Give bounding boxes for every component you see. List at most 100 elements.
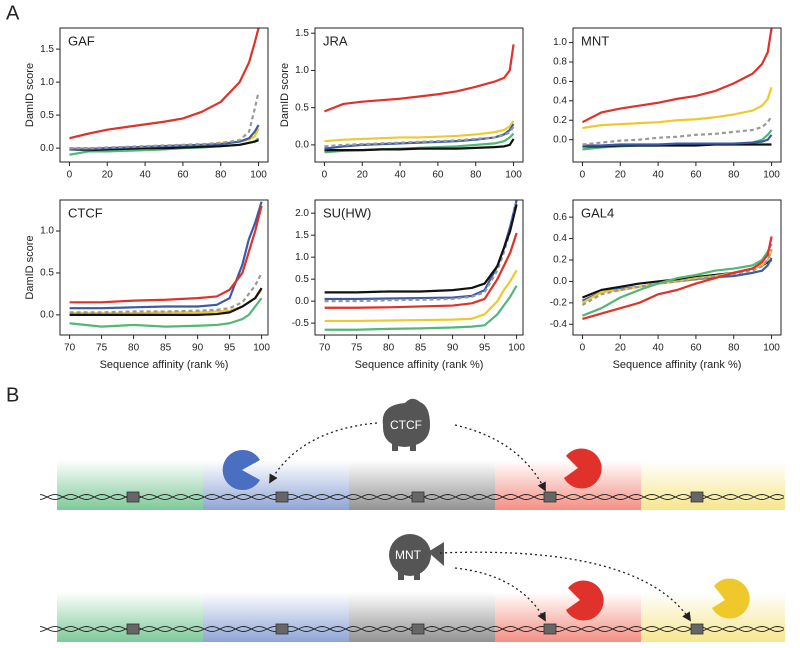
y-tick-label: -0.4 xyxy=(550,319,568,330)
series-line xyxy=(69,201,263,310)
diagram: CTCF MNT xyxy=(39,398,785,642)
protein-icon xyxy=(566,580,604,621)
x-axis-label: Sequence affinity (rank %) xyxy=(355,359,484,371)
binding-site xyxy=(690,623,704,635)
series-line xyxy=(582,115,773,146)
plot-frame xyxy=(572,199,782,336)
y-tick-label: 1.5 xyxy=(295,230,309,241)
x-tick-label: 40 xyxy=(140,170,152,181)
y-axis-label: DamID score xyxy=(24,235,36,299)
y-tick-label: 0.2 xyxy=(553,115,567,126)
series-line xyxy=(69,297,263,328)
arrows xyxy=(269,422,692,622)
y-tick-label: 1.5 xyxy=(295,28,309,39)
series-line xyxy=(581,250,773,304)
y-tick-label: 0.8 xyxy=(553,57,567,68)
plot-lines xyxy=(581,236,773,320)
y-tick-label: 0.4 xyxy=(553,95,567,106)
x-tick-label: 40 xyxy=(653,343,665,354)
y-tick-label: -0.2 xyxy=(550,297,568,308)
y-tick-label: 0.5 xyxy=(295,274,309,285)
y-tick-label: 1.0 xyxy=(553,37,567,48)
x-tick-label: 70 xyxy=(64,343,76,354)
y-axis-label: DamID score xyxy=(24,63,36,127)
x-tick-label: 100 xyxy=(763,170,780,181)
y-tick-label: 0.0 xyxy=(553,276,567,287)
panel-title: GAL4 xyxy=(581,205,614,220)
binding-site xyxy=(411,491,425,503)
x-tick-label: 90 xyxy=(447,343,459,354)
x-tick-label: 80 xyxy=(728,170,740,181)
y-tick-label: 0.4 xyxy=(553,233,567,244)
chart: -0.4 -0.2 0.0 0.2 0.4 0.6 0 20 40 60 80 100 GAL4 Sequ… xyxy=(550,199,782,371)
panel-title: CTCF xyxy=(68,205,103,220)
x-tick-label: 80 xyxy=(728,343,740,354)
x-tick-label: 40 xyxy=(653,170,665,181)
y-tick-label: 1.0 xyxy=(295,65,309,76)
binding-site xyxy=(126,491,140,503)
series-line xyxy=(69,28,260,140)
x-tick-label: 20 xyxy=(357,170,369,181)
chart: 0.0 0.2 0.4 0.6 0.8 1.0 0 20 40 60 80 100 MNT xyxy=(553,27,782,181)
x-tick-label: 80 xyxy=(470,170,482,181)
panel-title: SU(HW) xyxy=(323,205,371,220)
binding-site xyxy=(126,623,140,635)
x-tick-label: 95 xyxy=(479,343,491,354)
series-line xyxy=(581,248,773,306)
chart: 0.0 0.5 1.0 1.5 0 20 40 60 80 100 GAF DamID score xyxy=(24,27,269,181)
x-tick-label: 70 xyxy=(319,343,331,354)
plot-lines xyxy=(69,28,260,156)
x-tick-label: 100 xyxy=(508,343,525,354)
binding-site xyxy=(690,491,704,503)
binding-site xyxy=(543,623,557,635)
x-tick-label: 60 xyxy=(432,170,444,181)
x-tick-label: 95 xyxy=(224,343,236,354)
y-tick-label: 0.5 xyxy=(295,102,309,113)
plot-lines xyxy=(69,201,263,328)
x-tick-label: 100 xyxy=(763,343,780,354)
y-tick-label: 0.6 xyxy=(553,212,567,223)
x-tick-label: 60 xyxy=(177,170,189,181)
x-tick-label: 80 xyxy=(215,170,227,181)
y-tick-label: 1.0 xyxy=(295,252,309,263)
x-tick-label: 60 xyxy=(690,170,702,181)
y-tick-label: 0.5 xyxy=(40,110,54,121)
ctcf-protein: CTCF xyxy=(382,398,430,451)
y-tick-label: 0.0 xyxy=(295,140,309,151)
binding-site xyxy=(275,491,289,503)
x-tick-label: 90 xyxy=(192,343,204,354)
protein-icon xyxy=(564,448,602,489)
plot-frame xyxy=(314,199,524,336)
series-line xyxy=(69,139,259,152)
plot-frame xyxy=(59,27,269,163)
binding-site xyxy=(411,623,425,635)
chart: 0.0 0.5 1.0 1.5 0 20 40 60 80 100 JRA DamID score xyxy=(279,27,524,181)
plot-frame xyxy=(59,199,269,336)
plot-lines xyxy=(324,44,515,154)
x-tick-label: 100 xyxy=(250,170,267,181)
panel-title: GAF xyxy=(68,33,95,48)
series-line xyxy=(581,28,773,124)
plot-frame xyxy=(572,27,782,163)
y-tick-label: 0.0 xyxy=(553,134,567,145)
panel-label: A xyxy=(6,2,20,24)
protein-icon xyxy=(222,450,260,490)
series-line xyxy=(582,134,773,147)
y-tick-label: 0.0 xyxy=(40,143,54,154)
x-tick-label: 40 xyxy=(395,170,407,181)
chart: 0.0 0.5 1.0 70 75 80 85 90 95 100 CTCF DamID score S… xyxy=(24,199,270,371)
y-tick-label: 0.2 xyxy=(553,255,567,266)
y-tick-label: 0.0 xyxy=(40,310,54,321)
series-line xyxy=(324,269,518,323)
y-tick-label: -0.5 xyxy=(292,318,310,329)
x-tick-label: 0 xyxy=(67,170,73,181)
binding-site xyxy=(543,491,557,503)
x-tick-label: 85 xyxy=(415,343,427,354)
x-axis-label: Sequence affinity (rank %) xyxy=(100,359,229,371)
y-tick-label: 1.5 xyxy=(40,44,54,55)
series-line xyxy=(582,86,773,130)
series-line xyxy=(582,243,773,317)
y-tick-label: 0.0 xyxy=(295,296,309,307)
x-tick-label: 85 xyxy=(160,343,172,354)
x-tick-label: 0 xyxy=(580,170,586,181)
